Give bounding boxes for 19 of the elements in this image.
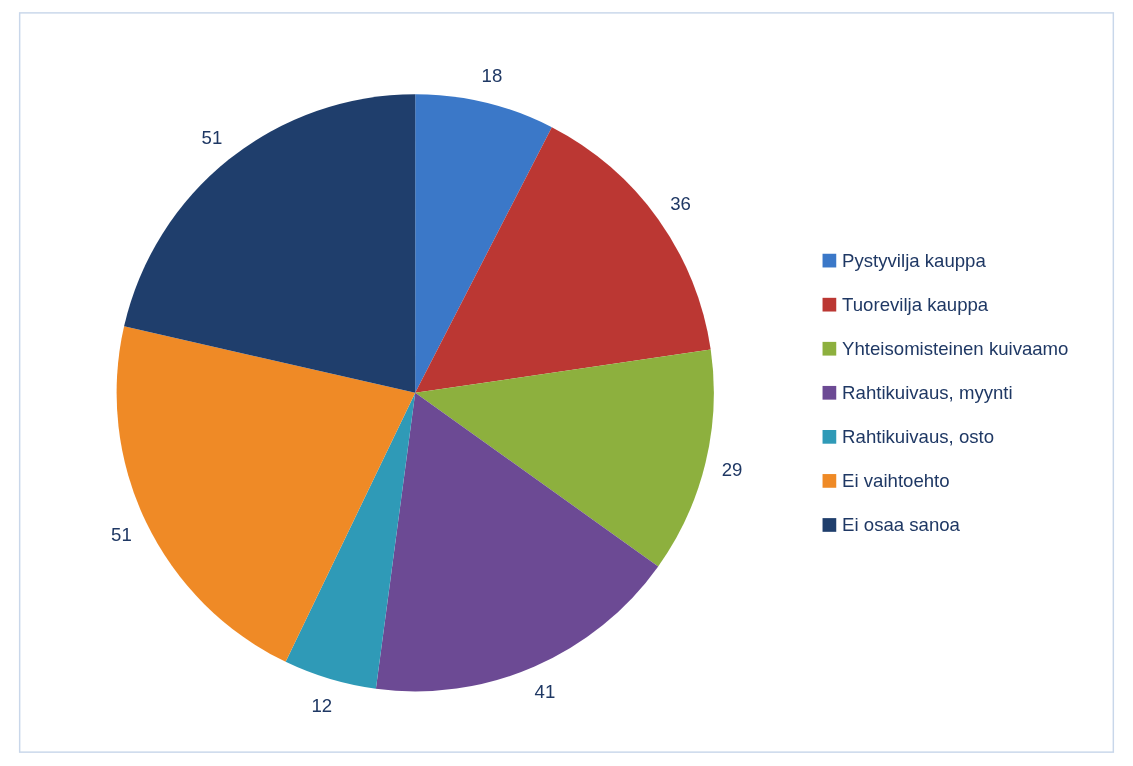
pie-slice [415,127,711,393]
legend-label: Yhteisomisteinen kuivaamo [842,338,1069,360]
legend-label: Pystyvilja kauppa [842,250,987,272]
legend-label: Rahtikuivaus, myynti [842,382,1013,404]
data-label: 51 [201,127,223,149]
pie-slice [124,94,416,393]
pie-slice [415,349,714,567]
data-label: 29 [721,459,743,481]
pie-slice [285,392,416,689]
data-label: 36 [670,192,691,214]
data-label: 51 [111,523,132,545]
data-label: 12 [311,694,333,716]
legend-label: Ei osaa sanoa [842,514,961,536]
legend-label: Tuorevilja kauppa [842,294,989,316]
legend-label: Rahtikuivaus, osto [842,426,995,448]
data-label: 41 [534,681,556,703]
data-label: 18 [481,65,503,87]
pie-slice [415,94,552,393]
legend-label: Ei vaihtoehto [842,470,950,492]
